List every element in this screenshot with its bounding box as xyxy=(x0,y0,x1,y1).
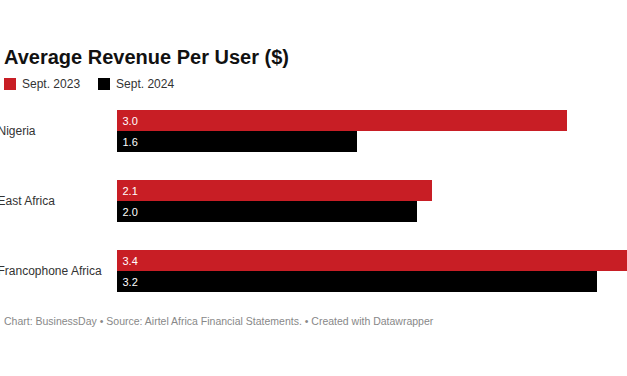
svg-text:3.4: 3.4 xyxy=(123,255,138,267)
svg-text:2.0: 2.0 xyxy=(123,206,138,218)
svg-text:1.6: 1.6 xyxy=(123,136,138,148)
html-text:Sept. 2023: Sept. 2023 xyxy=(22,77,81,91)
svg-text:3.0: 3.0 xyxy=(123,115,138,127)
html-text:Chart: BusinessDay • Source: A: Chart: BusinessDay • Source: Airtel Afri… xyxy=(4,315,434,327)
svg-text:Nigeria: Nigeria xyxy=(0,124,36,138)
svg-text:East Africa: East Africa xyxy=(0,194,55,208)
svg-text:2.1: 2.1 xyxy=(123,185,138,197)
html-text:Sept. 2024: Sept. 2024 xyxy=(116,77,175,91)
html-text:Average Revenue Per User ($): Average Revenue Per User ($) xyxy=(4,46,289,68)
svg-text:Francophone Africa: Francophone Africa xyxy=(0,264,102,278)
svg-text:3.2: 3.2 xyxy=(123,276,138,288)
